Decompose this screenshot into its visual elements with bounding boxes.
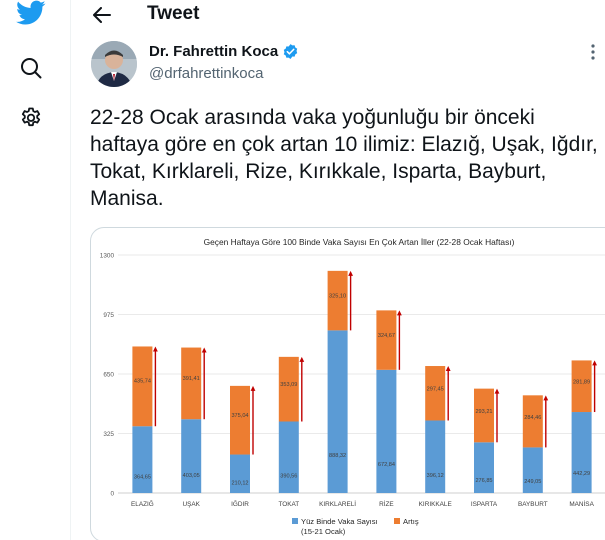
increase-arrow-head — [397, 310, 402, 316]
bar-increase — [522, 395, 543, 448]
bar-base — [522, 447, 543, 493]
tweet-text: 22-28 Ocak arasında vaka yoğunluğu bir ö… — [90, 106, 598, 210]
y-tick-label: 0 — [110, 491, 114, 498]
x-tick-label: RİZE — [379, 499, 394, 508]
x-tick-label: KIRKLARELİ — [319, 499, 356, 508]
increase-arrow-head — [592, 360, 597, 366]
x-tick-label: BAYBURT — [518, 501, 548, 508]
increase-arrow-head — [348, 270, 353, 276]
x-tick-label: KIRIKKALE — [419, 501, 452, 508]
tweet-media-chart[interactable]: Geçen Haftaya Göre 100 Binde Vaka Sayısı… — [90, 227, 605, 540]
author-handle[interactable]: @drfahrettinkoca — [149, 65, 264, 82]
page-title: Tweet — [147, 3, 200, 24]
bar-base — [132, 426, 153, 493]
legend-swatch-increase — [394, 518, 400, 524]
legend-label-increase: Artış — [403, 517, 419, 526]
tweet-header: Tweet — [71, 0, 605, 30]
data-label-increase: 293,21 — [475, 409, 492, 415]
settings-gear-icon[interactable] — [14, 101, 48, 135]
data-label-base: 276,85 — [475, 478, 492, 484]
x-tick-label: IĞDIR — [231, 499, 249, 508]
x-tick-label: MANİSA — [569, 499, 594, 508]
x-tick-label: UŞAK — [182, 501, 200, 508]
data-label-base: 672,84 — [378, 462, 395, 468]
data-label-increase: 324,67 — [378, 333, 395, 339]
increase-arrow-head — [543, 395, 549, 401]
y-tick-label: 325 — [103, 431, 114, 438]
x-tick-label: ELAZIĞ — [131, 499, 154, 508]
increase-arrow-head — [153, 346, 158, 352]
verified-badge-icon — [283, 44, 298, 59]
y-tick-label: 975 — [103, 312, 114, 319]
bar-base — [181, 419, 202, 493]
data-label-increase: 391,41 — [183, 376, 200, 382]
data-label-base: 364,65 — [134, 474, 151, 480]
legend-label-base-line1: Yüz Binde Vaka Sayısı — [301, 517, 378, 526]
data-label-base: 403,05 — [183, 473, 200, 479]
arrow-left-icon — [93, 7, 111, 23]
bar-increase — [425, 366, 446, 421]
data-label-base: 249,05 — [524, 479, 541, 485]
increase-arrow-head — [299, 356, 305, 362]
bar-increase — [132, 346, 153, 427]
bar-increase — [571, 360, 592, 413]
data-label-base: 210,12 — [231, 481, 248, 487]
more-icon[interactable] — [583, 42, 603, 62]
x-tick-label: TOKAT — [278, 501, 299, 508]
increase-arrow-head — [494, 388, 500, 394]
legend-swatch-base — [292, 518, 298, 524]
search-icon[interactable] — [14, 51, 48, 85]
data-label-base: 442,29 — [573, 471, 590, 477]
bar-increase — [278, 356, 299, 422]
bar-base — [376, 369, 397, 493]
twitter-bird-icon[interactable] — [14, 0, 48, 30]
data-label-increase: 284,46 — [524, 415, 541, 421]
y-tick-label: 1300 — [100, 253, 115, 260]
data-label-base: 888,32 — [329, 453, 346, 459]
bar-increase — [474, 388, 494, 443]
x-tick-label: ISPARTA — [471, 501, 498, 508]
data-label-increase: 297,45 — [427, 387, 444, 393]
author-name[interactable]: Dr. Fahrettin Koca — [149, 43, 279, 60]
bar-increase — [376, 310, 397, 370]
data-label-increase: 375,04 — [231, 413, 248, 419]
column-divider — [70, 0, 71, 540]
chart-legend: Yüz Binde Vaka Sayısı (15-21 Ocak) Artış — [292, 517, 419, 536]
bar-increase — [181, 347, 202, 420]
chart: Geçen Haftaya Göre 100 Binde Vaka Sayısı… — [100, 237, 605, 536]
avatar[interactable] — [91, 41, 137, 87]
bar-base — [278, 421, 299, 493]
bar-base — [327, 330, 348, 493]
data-label-increase: 325,10 — [329, 294, 346, 300]
data-label-increase: 281,89 — [573, 380, 590, 386]
increase-arrow-head — [445, 366, 451, 372]
bar-base — [571, 412, 592, 493]
increase-arrow-head — [250, 385, 256, 391]
increase-arrow-head — [201, 347, 207, 353]
data-label-increase: 353,09 — [280, 382, 297, 388]
bar-increase — [230, 385, 250, 455]
left-nav-rail — [0, 0, 62, 540]
bar-base — [230, 454, 250, 493]
legend-label-base-line2: (15-21 Ocak) — [301, 527, 346, 536]
y-tick-label: 650 — [103, 372, 114, 379]
data-label-base: 396,12 — [427, 473, 444, 479]
bar-base — [425, 420, 446, 493]
tweet-author: Dr. Fahrettin Koca @drfahrettinkoca — [71, 38, 605, 88]
back-button[interactable] — [89, 2, 115, 28]
data-label-increase: 435,74 — [134, 378, 151, 384]
data-label-base: 390,56 — [280, 473, 297, 479]
bar-increase — [327, 270, 348, 331]
bar-base — [474, 442, 494, 493]
chart-title: Geçen Haftaya Göre 100 Binde Vaka Sayısı… — [204, 237, 515, 247]
